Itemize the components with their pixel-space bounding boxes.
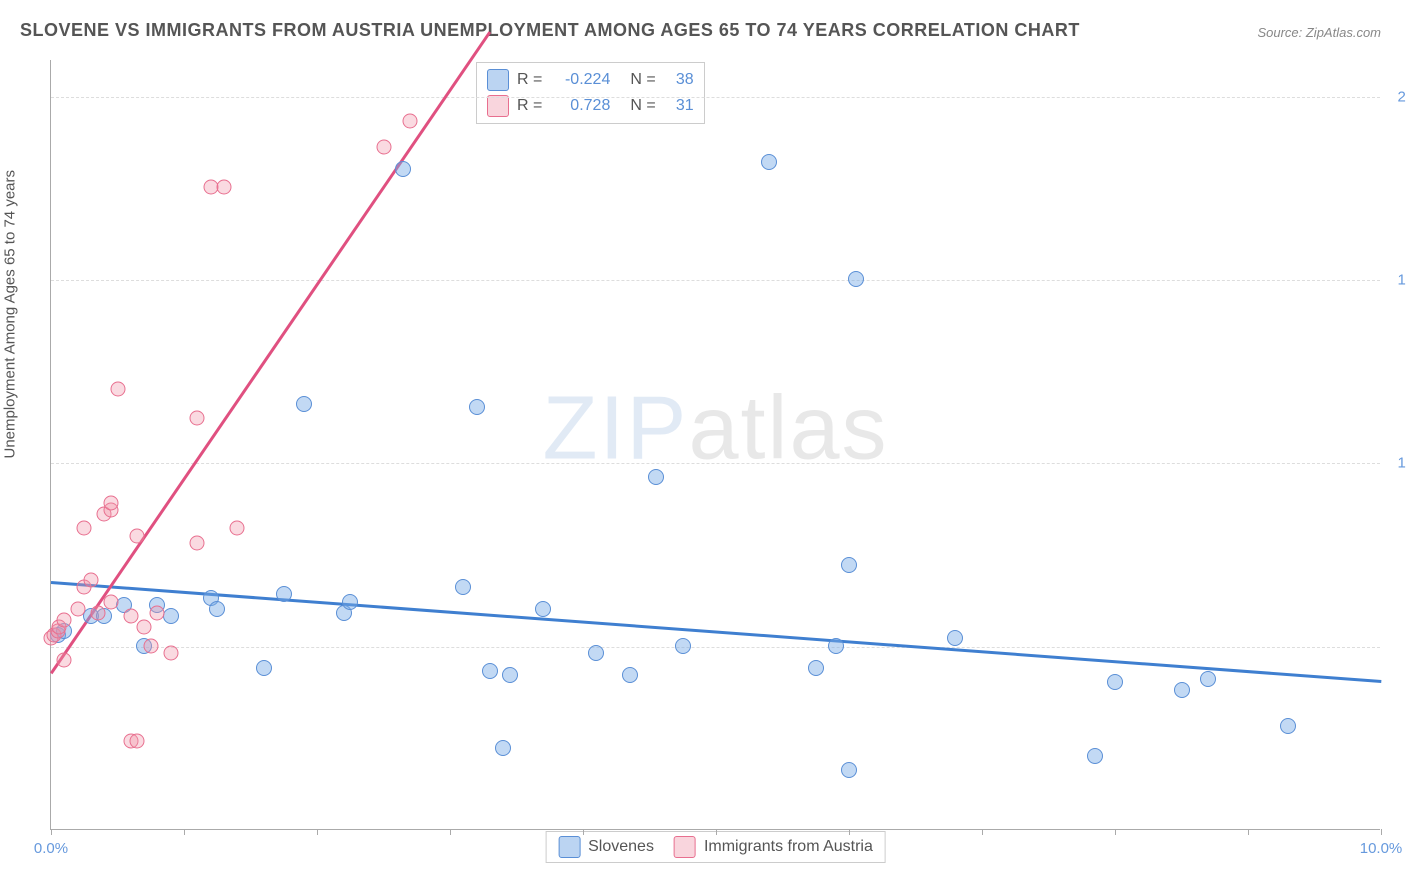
data-point: [77, 521, 92, 536]
data-point: [57, 613, 72, 628]
data-point: [216, 180, 231, 195]
data-point: [143, 638, 158, 653]
swatch-pink: [674, 836, 696, 858]
data-point: [1107, 674, 1123, 690]
trend-line: [50, 31, 491, 674]
data-point: [1087, 748, 1103, 764]
data-point: [1174, 682, 1190, 698]
y-tick-label: 10.0%: [1385, 455, 1406, 472]
n-label: N =: [630, 71, 655, 89]
data-point: [103, 594, 118, 609]
data-point: [123, 609, 138, 624]
y-tick-label: 15.0%: [1385, 272, 1406, 289]
data-point: [403, 114, 418, 129]
legend-label: Immigrants from Austria: [704, 838, 873, 856]
stats-row-slovenes: R = -0.224 N = 38: [487, 67, 694, 93]
chart-title: SLOVENE VS IMMIGRANTS FROM AUSTRIA UNEMP…: [20, 20, 1080, 41]
data-point: [848, 271, 864, 287]
data-point: [502, 667, 518, 683]
data-point: [455, 579, 471, 595]
data-point: [469, 399, 485, 415]
gridline-horizontal: [51, 647, 1380, 648]
gridline-horizontal: [51, 280, 1380, 281]
data-point: [622, 667, 638, 683]
x-tick-label: 10.0%: [1360, 840, 1403, 857]
r-label: R =: [517, 71, 542, 89]
data-point: [209, 601, 225, 617]
x-tick: [1248, 829, 1249, 835]
gridline-horizontal: [51, 97, 1380, 98]
legend-item-austria: Immigrants from Austria: [674, 836, 873, 858]
data-point: [150, 605, 165, 620]
data-point: [57, 653, 72, 668]
data-point: [83, 572, 98, 587]
x-tick: [317, 829, 318, 835]
r-value-austria: 0.728: [550, 97, 610, 115]
data-point: [110, 382, 125, 397]
data-point: [376, 140, 391, 155]
data-point: [482, 663, 498, 679]
correlation-stats-legend: R = -0.224 N = 38 R = 0.728 N = 31: [476, 62, 705, 124]
data-point: [761, 154, 777, 170]
x-tick: [583, 829, 584, 835]
data-point: [163, 646, 178, 661]
x-tick: [716, 829, 717, 835]
scatter-plot-area: ZIPatlas R = -0.224 N = 38 R = 0.728 N =…: [50, 60, 1380, 830]
swatch-pink: [487, 95, 509, 117]
data-point: [190, 411, 205, 426]
data-point: [841, 762, 857, 778]
data-point: [276, 586, 292, 602]
x-tick: [1381, 829, 1382, 835]
swatch-blue: [487, 69, 509, 91]
series-legend: Slovenes Immigrants from Austria: [545, 831, 886, 863]
x-tick: [849, 829, 850, 835]
data-point: [130, 734, 145, 749]
x-tick: [184, 829, 185, 835]
data-point: [342, 594, 358, 610]
data-point: [90, 605, 105, 620]
r-label: R =: [517, 97, 542, 115]
n-label: N =: [630, 97, 655, 115]
data-point: [588, 645, 604, 661]
n-value-austria: 31: [664, 97, 694, 115]
data-point: [395, 161, 411, 177]
data-point: [230, 521, 245, 536]
data-point: [808, 660, 824, 676]
swatch-blue: [558, 836, 580, 858]
x-tick: [51, 829, 52, 835]
data-point: [535, 601, 551, 617]
data-point: [828, 638, 844, 654]
gridline-horizontal: [51, 463, 1380, 464]
x-tick: [1115, 829, 1116, 835]
watermark: ZIPatlas: [542, 378, 888, 481]
data-point: [103, 495, 118, 510]
trend-line: [51, 581, 1381, 682]
n-value-slovenes: 38: [664, 71, 694, 89]
data-point: [947, 630, 963, 646]
r-value-slovenes: -0.224: [550, 71, 610, 89]
data-point: [841, 557, 857, 573]
data-point: [256, 660, 272, 676]
x-tick: [982, 829, 983, 835]
x-tick: [450, 829, 451, 835]
data-point: [137, 620, 152, 635]
data-point: [70, 602, 85, 617]
data-point: [648, 469, 664, 485]
data-point: [1280, 718, 1296, 734]
source-attribution: Source: ZipAtlas.com: [1257, 25, 1381, 40]
x-tick-label: 0.0%: [34, 840, 68, 857]
data-point: [163, 608, 179, 624]
legend-label: Slovenes: [588, 838, 654, 856]
data-point: [495, 740, 511, 756]
y-tick-label: 20.0%: [1385, 88, 1406, 105]
data-point: [1200, 671, 1216, 687]
data-point: [130, 528, 145, 543]
y-tick-label: 5.0%: [1385, 638, 1406, 655]
y-axis-label: Unemployment Among Ages 65 to 74 years: [2, 170, 19, 459]
data-point: [190, 536, 205, 551]
data-point: [675, 638, 691, 654]
legend-item-slovenes: Slovenes: [558, 836, 654, 858]
data-point: [296, 396, 312, 412]
